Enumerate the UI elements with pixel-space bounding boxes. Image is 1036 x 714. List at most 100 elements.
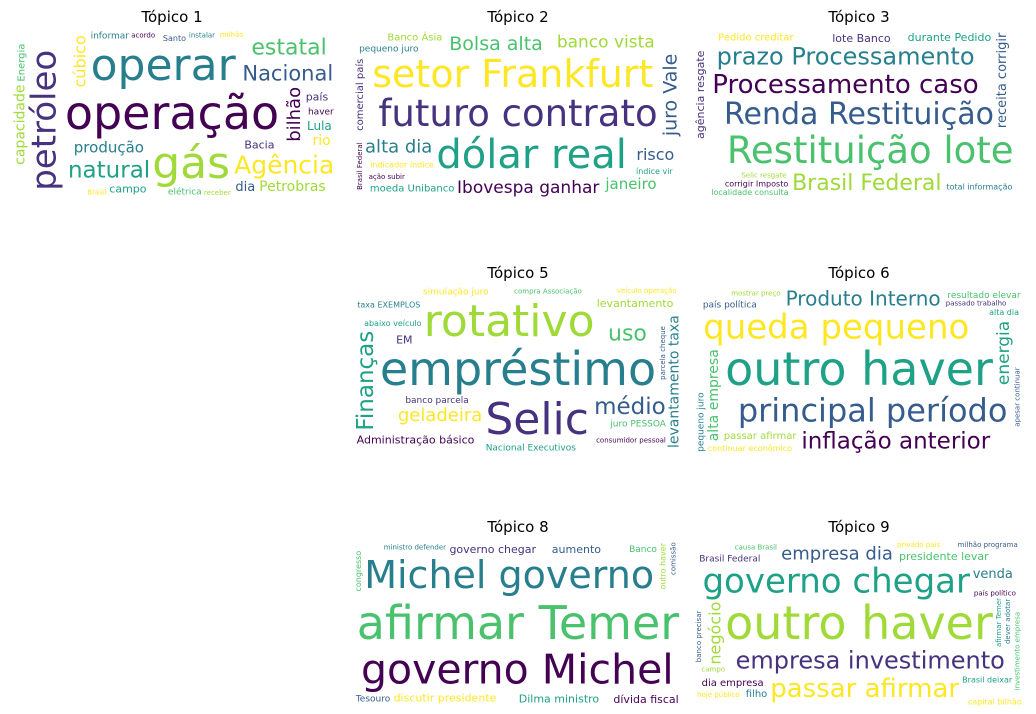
word: pequeno juro: [697, 392, 707, 452]
word: corrigir Imposto: [725, 179, 789, 188]
word: inflação anterior: [801, 428, 990, 454]
panel-title: Tópico 9: [828, 518, 890, 536]
word: juro Vale: [660, 54, 682, 138]
word: aumento: [552, 543, 601, 556]
word: resultado elevar: [947, 291, 1020, 301]
word: capacidade: [12, 85, 28, 165]
word: alta dia: [989, 308, 1019, 317]
word: causa Brasil: [735, 543, 777, 551]
word: futuro contrato: [378, 92, 657, 135]
word: hoje público: [697, 691, 740, 699]
word: governo chegar: [702, 562, 970, 602]
panel-title: Tópico 2: [487, 8, 549, 26]
word: passar afirmar: [724, 431, 798, 442]
word: dívida fiscal: [613, 693, 678, 706]
word: dólar real: [436, 132, 626, 178]
word: geladeira: [398, 405, 482, 426]
word: Agência: [234, 151, 334, 180]
word: haver: [308, 107, 334, 117]
word: banco parcela: [405, 396, 468, 406]
word: campo: [701, 666, 725, 674]
word: continuar econômico: [708, 443, 792, 453]
word: indicador índice: [370, 161, 434, 170]
word: informar: [91, 32, 130, 42]
word: Selic: [485, 394, 589, 445]
word: natural: [68, 158, 150, 184]
word: abaixo veículo: [364, 319, 422, 328]
word: Banco Ásia: [387, 30, 442, 43]
word: milhão programa: [958, 541, 1018, 549]
panel-title: Tópico 8: [487, 518, 549, 536]
word: governo chegar: [449, 543, 536, 556]
word: dia empresa: [702, 678, 764, 689]
word: gás: [152, 138, 230, 189]
word: filho: [746, 689, 768, 700]
word: bilhão: [284, 87, 305, 142]
word: durante Pedido: [908, 31, 992, 44]
word: negócio: [705, 602, 724, 665]
word: rotativo: [424, 296, 595, 347]
word: janeiro: [604, 175, 656, 193]
word-cloud: outro haver empresa investimento governo c…: [694, 540, 1024, 708]
word: rio: [312, 133, 330, 149]
word: parcela cheque: [659, 326, 667, 380]
word: empresa dia: [781, 544, 893, 565]
word: prazo Processamento: [717, 43, 975, 71]
word: empréstimo: [380, 342, 656, 396]
word: alta empresa: [706, 349, 722, 441]
word: apesar continuar: [1014, 367, 1022, 426]
word: operar: [91, 40, 237, 91]
word: Processamento caso: [712, 70, 978, 100]
word: compra Associação: [514, 287, 582, 295]
word: Bolsa alta: [449, 33, 543, 55]
word: Energia: [16, 44, 27, 82]
word: Nacional Executivos: [486, 444, 577, 454]
word: mostrar preço: [731, 289, 780, 297]
word: Petrobras: [259, 179, 326, 195]
word: campo: [109, 182, 146, 195]
word: juro PESSOA: [609, 420, 667, 430]
word: Brasil: [87, 189, 107, 197]
word-cloud: afirmar Temer governo Michel Michel govern…: [353, 540, 683, 708]
word: Brasil Federal: [699, 555, 760, 565]
word: consumidor pessoal: [596, 436, 666, 444]
panel-title: Tópico 1: [141, 8, 203, 26]
word: empresa investimento: [736, 647, 1005, 675]
word: alta dia: [365, 137, 432, 158]
word: setor Frankfurt: [372, 52, 653, 96]
word: ação subir: [369, 173, 405, 181]
word: principal período: [738, 392, 1008, 430]
word: Ibovespa ganhar: [457, 178, 599, 198]
word: discutir presidente: [394, 691, 497, 704]
word: Brasil deixar: [962, 675, 1013, 684]
word: Nacional: [242, 62, 333, 86]
word: governo Michel: [361, 646, 674, 694]
word-cloud: empréstimo rotativo Selic Finanças geladeira…: [353, 286, 683, 454]
word: Administração básico: [357, 433, 475, 446]
word: uso: [608, 321, 647, 346]
word: agência resgate: [694, 50, 707, 139]
word: taxa EXEMPLOS: [357, 300, 420, 309]
word: capital bilhão: [968, 697, 1022, 706]
word: presidente levar: [899, 550, 989, 563]
word: Pedido creditar: [718, 32, 794, 43]
word: estatal: [251, 36, 326, 61]
word: petróleo: [25, 50, 65, 191]
word: pequeno juro: [359, 45, 419, 55]
word: Banco: [629, 545, 657, 555]
word: passar afirmar: [770, 674, 959, 704]
word: comissão: [670, 542, 678, 575]
word: produção: [74, 139, 144, 157]
word: outro haver: [658, 542, 667, 589]
word: receber: [204, 189, 231, 197]
word: Bacia: [244, 139, 274, 152]
word: instalar: [189, 31, 215, 39]
word-cloud: outro haver queda pequeno principal períod…: [694, 286, 1024, 454]
word: Dilma ministro: [519, 692, 600, 705]
panel-title: Tópico 5: [487, 264, 549, 282]
word: país política: [703, 301, 757, 311]
word: Tesouro: [355, 695, 391, 705]
word: banco vista: [557, 32, 655, 52]
word: congresso: [354, 551, 363, 592]
word: Brasil Federal: [792, 171, 941, 196]
